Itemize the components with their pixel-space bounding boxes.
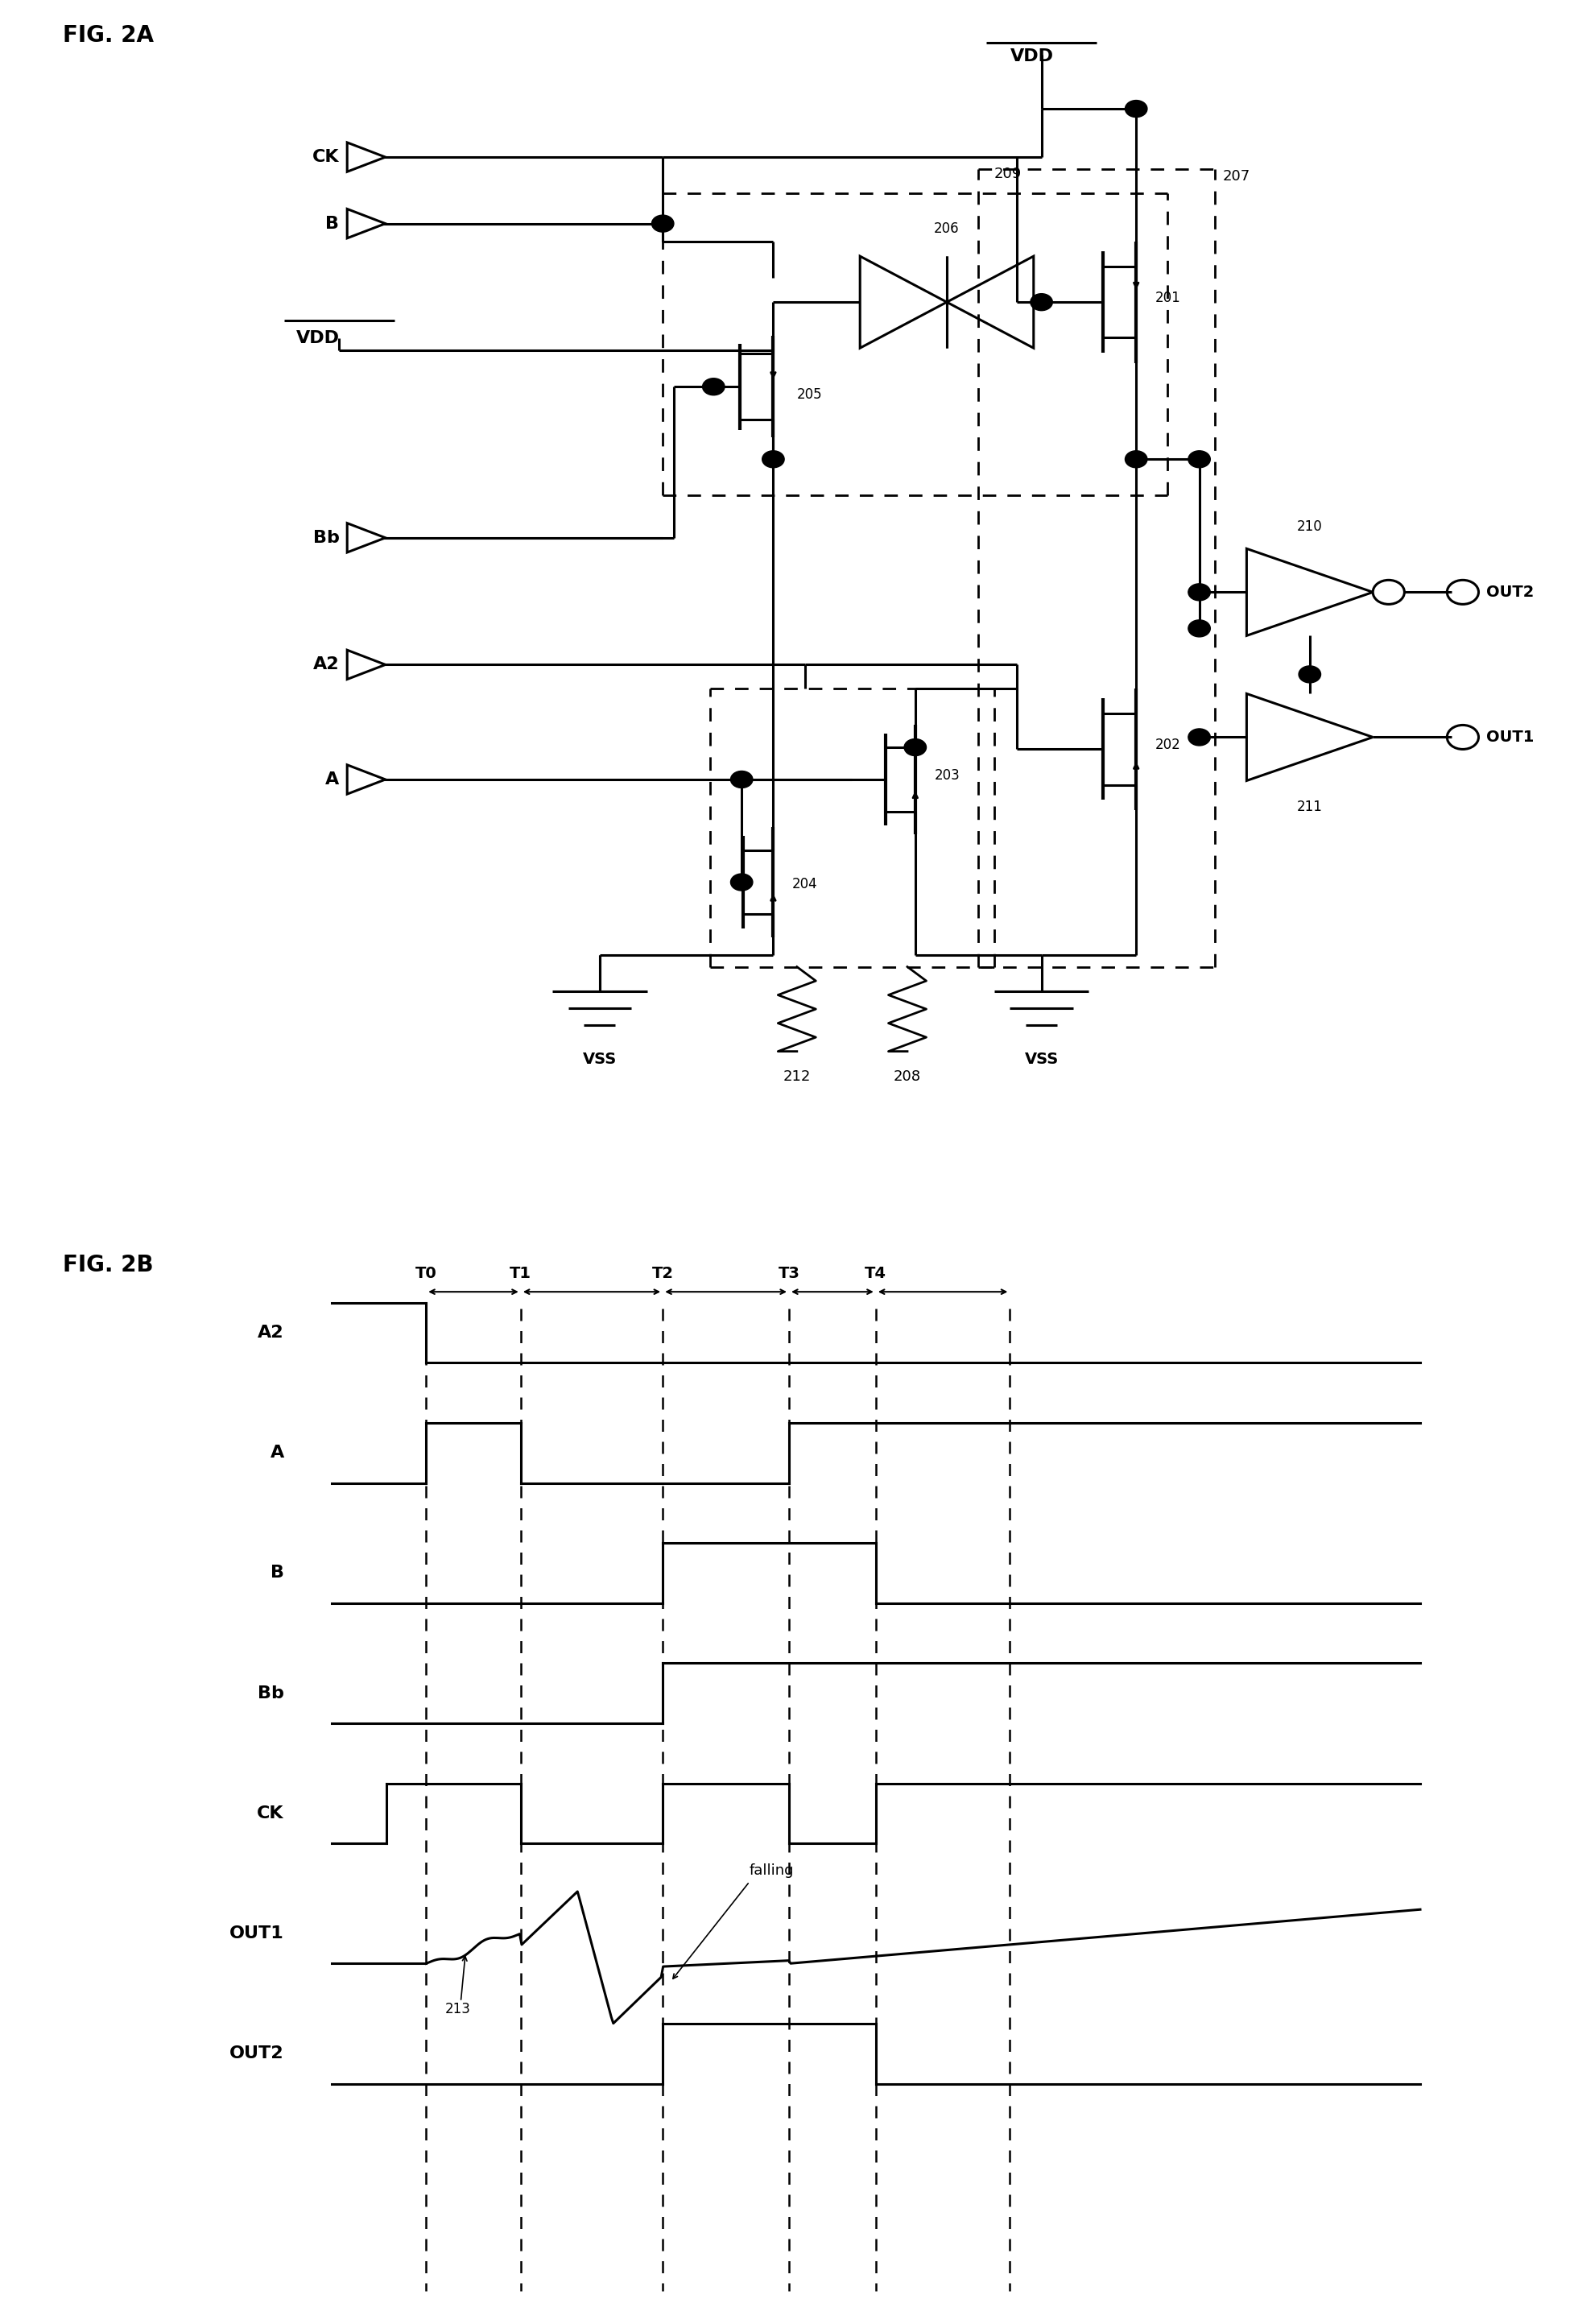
Text: 212: 212 [783, 1069, 811, 1083]
Text: T0: T0 [415, 1267, 437, 1281]
Text: VDD: VDD [295, 330, 339, 346]
Text: B: B [325, 216, 339, 232]
Circle shape [1188, 730, 1210, 746]
Circle shape [1125, 100, 1147, 116]
Text: Bb: Bb [312, 530, 339, 546]
Text: FIG. 2A: FIG. 2A [63, 23, 155, 46]
Circle shape [652, 216, 674, 232]
Text: VSS: VSS [582, 1050, 617, 1067]
Text: 213: 213 [445, 2001, 470, 2017]
Text: A2: A2 [257, 1325, 284, 1341]
Text: 204: 204 [792, 876, 817, 892]
Text: T3: T3 [778, 1267, 800, 1281]
Text: 208: 208 [893, 1069, 922, 1083]
Text: T1: T1 [510, 1267, 532, 1281]
Text: 201: 201 [1155, 290, 1180, 304]
Text: VDD: VDD [1010, 49, 1054, 65]
Text: OUT2: OUT2 [1486, 586, 1534, 600]
Circle shape [1188, 583, 1210, 600]
Circle shape [762, 451, 784, 467]
Circle shape [1125, 451, 1147, 467]
Circle shape [1030, 293, 1053, 311]
Text: OUT2: OUT2 [229, 2045, 284, 2061]
Text: 209: 209 [994, 167, 1021, 181]
Text: 202: 202 [1155, 739, 1180, 753]
Text: falling: falling [750, 1864, 794, 1878]
Text: CK: CK [312, 149, 339, 165]
Text: 205: 205 [797, 388, 822, 402]
Circle shape [702, 379, 724, 395]
Text: VSS: VSS [1024, 1050, 1059, 1067]
Text: OUT1: OUT1 [1486, 730, 1534, 744]
Circle shape [1188, 451, 1210, 467]
Text: 207: 207 [1223, 170, 1250, 184]
Text: B: B [270, 1564, 284, 1580]
Text: 210: 210 [1297, 521, 1322, 535]
Circle shape [904, 739, 926, 755]
Circle shape [1299, 667, 1321, 683]
Text: 203: 203 [934, 769, 959, 783]
Text: T2: T2 [652, 1267, 674, 1281]
Text: A: A [325, 772, 339, 788]
Circle shape [731, 772, 753, 788]
Text: OUT1: OUT1 [229, 1927, 284, 1941]
Text: Bb: Bb [257, 1685, 284, 1701]
Text: A2: A2 [312, 658, 339, 672]
Text: 206: 206 [934, 221, 959, 235]
Circle shape [731, 874, 753, 890]
Text: FIG. 2B: FIG. 2B [63, 1253, 153, 1276]
Text: CK: CK [257, 1806, 284, 1822]
Text: 211: 211 [1297, 799, 1322, 813]
Text: A: A [270, 1446, 284, 1462]
Circle shape [1188, 621, 1210, 637]
Text: T4: T4 [865, 1267, 887, 1281]
